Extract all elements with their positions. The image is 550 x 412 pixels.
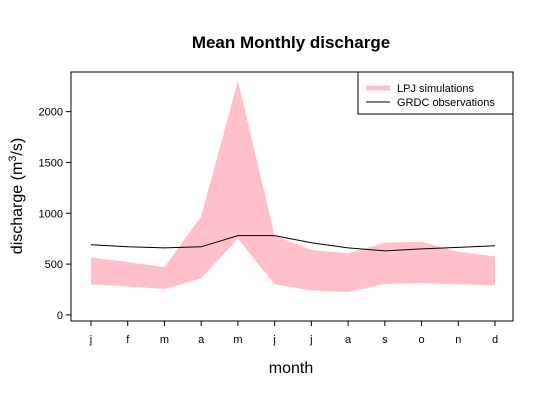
y-tick-label: 0 bbox=[57, 310, 63, 322]
y-axis-label-text: discharge (m3/s) bbox=[7, 138, 26, 254]
plot-frame bbox=[70, 71, 514, 322]
legend: LPJ simulations GRDC observations bbox=[357, 71, 514, 115]
y-tick-label: 500 bbox=[45, 259, 63, 271]
lpj-simulation-band bbox=[91, 80, 495, 293]
x-tick-label: a bbox=[345, 334, 352, 346]
grdc-observation-line bbox=[90, 235, 496, 252]
y-tick-label: 1000 bbox=[39, 208, 63, 220]
x-tick-label: j bbox=[272, 334, 275, 346]
legend-label-grdc: GRDC observations bbox=[397, 97, 495, 109]
grdc-observation-line-layer bbox=[90, 235, 496, 252]
legend-box bbox=[357, 71, 514, 115]
x-tick-label: m bbox=[233, 334, 242, 346]
x-tick-label: o bbox=[418, 334, 424, 346]
x-tick-label: s bbox=[382, 334, 388, 346]
y-tick-label: 1500 bbox=[39, 157, 63, 169]
lpj-simulation-band-layer bbox=[91, 80, 495, 293]
y-axis-label-tail: /s) bbox=[9, 138, 26, 156]
x-tick-label: m bbox=[160, 334, 169, 346]
x-tick-label: f bbox=[126, 334, 130, 346]
x-tick-label: d bbox=[492, 334, 498, 346]
y-tick-label: 2000 bbox=[39, 107, 63, 119]
x-tick-label: j bbox=[309, 334, 312, 346]
y-axis-label-main: discharge (m bbox=[9, 162, 26, 254]
x-axis-label: month bbox=[269, 360, 313, 377]
x-tick-label: n bbox=[455, 334, 461, 346]
y-axis-label: discharge (m3/s) bbox=[7, 138, 26, 254]
x-tick-label: j bbox=[89, 334, 92, 346]
y-axis-label-superscript: 3 bbox=[7, 156, 19, 162]
chart-title: Mean Monthly discharge bbox=[192, 33, 390, 52]
legend-label-lpj: LPJ simulations bbox=[397, 83, 475, 95]
y-axis: 0 500 1000 1500 2000 bbox=[39, 107, 71, 322]
x-tick-label: a bbox=[198, 334, 205, 346]
